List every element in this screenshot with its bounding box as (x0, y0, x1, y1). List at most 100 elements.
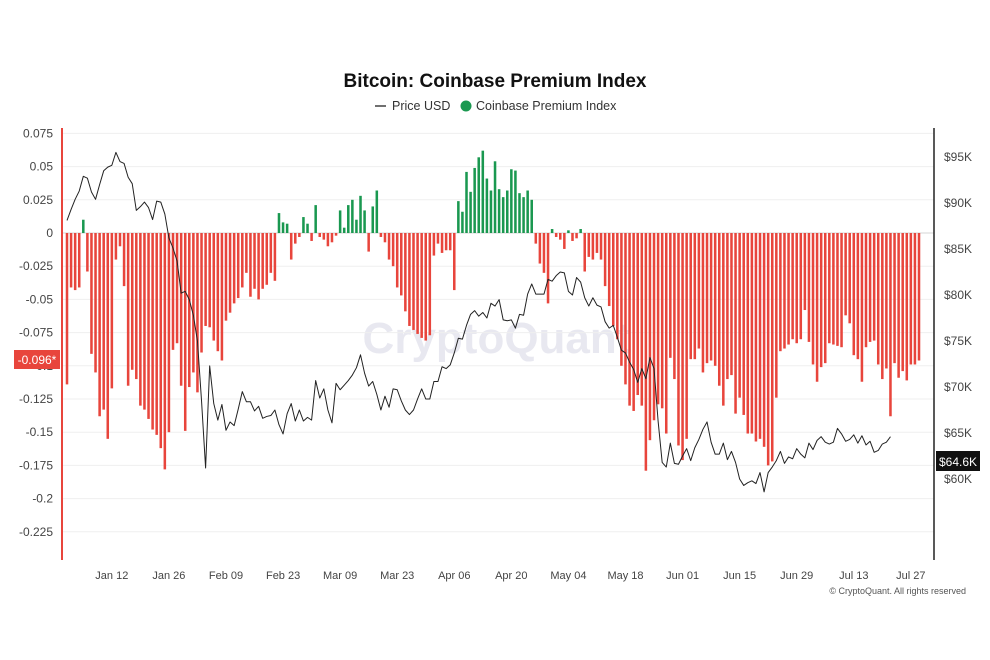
premium-bar (815, 233, 819, 382)
premium-bar (65, 233, 69, 385)
premium-bar (660, 233, 664, 409)
premium-bar (98, 233, 101, 417)
left-tick-label: 0.075 (23, 126, 53, 140)
x-tick-label: Jun 01 (666, 570, 699, 582)
left-tick-label: 0.05 (30, 160, 54, 174)
premium-bar (856, 233, 860, 360)
premium-bar (493, 161, 497, 233)
premium-bar (351, 199, 354, 233)
premium-bar (893, 233, 896, 364)
premium-bar (881, 233, 884, 380)
premium-bar (147, 233, 150, 419)
premium-bar (530, 199, 533, 233)
premium-bar (395, 233, 399, 288)
premium-bar (705, 233, 709, 364)
x-tick-label: May 18 (607, 570, 643, 582)
premium-bar (371, 206, 375, 233)
premium-bar (465, 171, 468, 233)
premium-bar (477, 157, 480, 233)
premium-bar (766, 233, 770, 466)
legend-price-label[interactable]: Price USD (392, 99, 450, 113)
premium-bar (253, 233, 256, 289)
legend-premium-label[interactable]: Coinbase Premium Index (476, 99, 617, 113)
premium-bar (860, 233, 864, 382)
left-tick-label: -0.15 (26, 425, 54, 439)
premium-bar (664, 233, 668, 434)
premium-bar (122, 233, 126, 287)
x-tick-label: Mar 09 (323, 570, 357, 582)
premium-bar (241, 233, 244, 288)
premium-bar (457, 201, 460, 233)
premium-bar (102, 233, 105, 410)
premium-bar (179, 233, 183, 386)
premium-bar (669, 233, 672, 358)
premium-bar (681, 233, 684, 461)
premium-bar (885, 233, 888, 369)
premium-bar (249, 233, 252, 297)
premium-bar (889, 233, 892, 417)
premium-bar (632, 233, 635, 411)
premium-bar (713, 233, 717, 366)
left-tick-label: -0.075 (19, 326, 53, 340)
x-tick-label: Mar 23 (380, 570, 414, 582)
premium-bar (734, 233, 737, 414)
premium-bar (355, 219, 358, 233)
copyright-footer: © CryptoQuant. All rights reserved (829, 586, 966, 596)
premium-bar (599, 233, 603, 260)
left-tick-label: -0.2 (32, 492, 53, 506)
left-current-badge: -0.096* (14, 350, 60, 369)
premium-bar (746, 233, 750, 434)
premium-bar (277, 213, 281, 233)
premium-bar (416, 233, 419, 334)
premium-bar (595, 233, 599, 253)
premium-bar (391, 233, 395, 267)
premium-bar (762, 233, 766, 447)
premium-bar (130, 233, 134, 370)
x-tick-label: Feb 09 (209, 570, 243, 582)
premium-bar (163, 233, 167, 470)
right-tick-label: $80K (944, 288, 972, 302)
premium-bar (844, 233, 847, 316)
premium-bar (461, 211, 464, 233)
premium-bar (420, 233, 423, 338)
x-tick-label: Jul 27 (896, 570, 925, 582)
premium-bar (799, 233, 803, 340)
premium-bar (216, 233, 220, 352)
left-tick-label: 0 (46, 226, 53, 240)
premium-bar (94, 233, 97, 373)
premium-bar (436, 233, 440, 244)
right-current-badge: $64.6K (936, 451, 980, 471)
premium-bar (624, 233, 627, 385)
premium-bar (620, 233, 623, 366)
premium-bar (722, 233, 725, 406)
premium-bar (114, 233, 118, 260)
right-badge-bg (936, 451, 980, 471)
premium-bar (697, 233, 701, 349)
premium-bar (656, 233, 660, 405)
premium-bar (501, 197, 505, 233)
premium-bar (285, 223, 289, 233)
premium-bar (322, 233, 326, 240)
x-tick-label: Jul 13 (839, 570, 868, 582)
premium-bar (440, 233, 444, 253)
premium-bar (265, 233, 269, 285)
x-tick-label: Jan 12 (95, 570, 128, 582)
premium-bar (823, 233, 827, 364)
premium-bar (261, 233, 264, 289)
left-badge-bg (14, 350, 60, 369)
premium-bar (379, 233, 383, 237)
x-tick-label: Apr 06 (438, 570, 470, 582)
premium-bar (363, 210, 366, 233)
left-tick-label: -0.025 (19, 259, 53, 273)
premium-bar (730, 233, 733, 376)
premium-bar (408, 233, 411, 326)
premium-bar (236, 233, 240, 299)
right-tick-label: $70K (944, 380, 972, 394)
premium-bar (693, 233, 697, 360)
premium-bar (367, 233, 370, 252)
right-axis-ticks: $95K $90K $85K $80K $75K $70K $65K $60K (944, 150, 972, 486)
premium-bar (412, 233, 415, 330)
premium-bar (188, 233, 191, 388)
premium-bar (742, 233, 745, 415)
premium-bar (567, 230, 570, 233)
